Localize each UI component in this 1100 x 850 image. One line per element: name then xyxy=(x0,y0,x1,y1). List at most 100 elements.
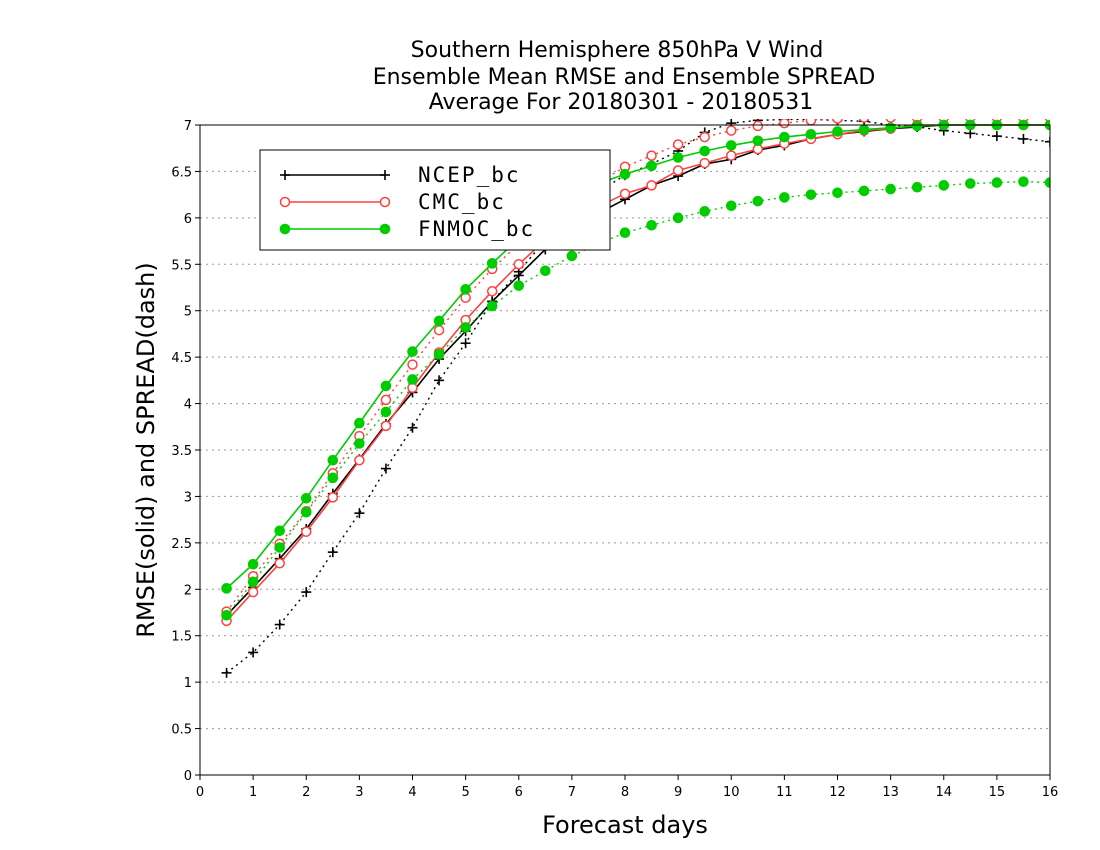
fnmoc-bc-spread-point xyxy=(752,195,764,207)
cmc-bc-spread-point xyxy=(672,139,684,150)
fnmoc-bc-rmse-point xyxy=(805,128,817,140)
fnmoc-bc-spread-point xyxy=(300,506,312,518)
y-tick-label: 7 xyxy=(184,119,192,134)
cmc-bc-spread-point xyxy=(699,131,710,143)
cmc-bc-rmse-point xyxy=(699,157,710,169)
x-tick-label: 6 xyxy=(515,785,523,800)
fnmoc-bc-rmse-point xyxy=(460,284,471,295)
x-tick-label: 4 xyxy=(408,785,416,800)
fnmoc-bc-spread-point xyxy=(486,300,498,312)
y-tick-label: 2.5 xyxy=(171,537,192,552)
fnmoc-bc-spread-point xyxy=(354,438,365,449)
fnmoc-bc-spread-point xyxy=(991,177,1003,188)
fnmoc-bc-spread-point xyxy=(699,206,710,217)
fnmoc-bc-rmse-point xyxy=(858,124,870,135)
ncep-bc-spread-point xyxy=(407,422,418,433)
legend-marker-left xyxy=(279,196,291,208)
fnmoc-bc-rmse-point xyxy=(885,122,896,134)
fnmoc-bc-rmse-point xyxy=(433,315,445,327)
fnmoc-bc-rmse-point xyxy=(380,380,392,392)
fnmoc-bc-spread-point xyxy=(725,200,737,212)
x-tick-label: 14 xyxy=(935,785,952,800)
fnmoc-bc-spread-point xyxy=(221,609,232,621)
cmc-bc-rmse-point xyxy=(513,259,524,270)
y-tick-label: 2 xyxy=(184,583,192,598)
cmc-bc-rmse-point xyxy=(247,586,259,598)
y-tick-label: 6.5 xyxy=(171,165,192,180)
fnmoc-bc-spread-point xyxy=(380,406,392,418)
legend-marker-left xyxy=(280,170,290,180)
fnmoc-bc-spread-point xyxy=(911,181,923,193)
ncep-bc-rmse-point xyxy=(513,270,524,281)
cmc-bc-spread-point xyxy=(885,119,896,123)
legend-box xyxy=(259,149,611,251)
x-tick-label: 13 xyxy=(882,785,899,800)
fnmoc-bc-spread-point xyxy=(540,265,551,277)
fnmoc-bc-spread-point xyxy=(672,212,684,224)
cmc-bc-rmse-point xyxy=(380,420,392,432)
x-tick-label: 10 xyxy=(723,785,740,800)
fnmoc-bc-spread-point xyxy=(1018,176,1029,187)
fnmoc-bc-rmse-point xyxy=(752,135,764,147)
fnmoc-bc-spread-point xyxy=(407,374,418,385)
fnmoc-bc-spread-point xyxy=(646,219,657,231)
title-line-3: Average For 20180301 - 20180531 xyxy=(429,90,814,115)
x-tick-label: 12 xyxy=(829,785,846,800)
cmc-bc-rmse-point xyxy=(354,454,365,466)
fnmoc-bc-rmse-point xyxy=(274,525,285,537)
fnmoc-bc-rmse-point xyxy=(911,120,923,132)
fnmoc-bc-rmse-point xyxy=(699,145,710,157)
x-tick-label: 1 xyxy=(249,785,257,800)
cmc-bc-spread-point xyxy=(433,324,445,336)
legend-entry-ncep-bc: NCEP_bc xyxy=(280,163,519,187)
y-tick-label: 1.5 xyxy=(171,630,192,645)
ncep-bc-spread-point xyxy=(991,131,1002,142)
ncep-bc-spread-point xyxy=(460,338,471,349)
x-tick-label: 3 xyxy=(355,785,363,800)
chart-title: Southern Hemisphere 850hPa V Wind Ensemb… xyxy=(373,38,876,115)
x-tick-label: 5 xyxy=(461,785,469,800)
fnmoc-bc-rmse-point xyxy=(354,417,365,429)
fnmoc-bc-spread-point xyxy=(938,180,950,191)
x-tick-label: 8 xyxy=(621,785,629,800)
cmc-bc-rmse-point xyxy=(619,188,631,199)
ncep-bc-spread-point xyxy=(354,508,365,519)
y-tick-label: 5.5 xyxy=(171,258,192,273)
fnmoc-bc-spread-point xyxy=(566,250,578,262)
fnmoc-bc-rmse-point xyxy=(221,583,232,594)
x-tick-label: 2 xyxy=(302,785,310,800)
ncep-bc-spread-point xyxy=(301,587,312,598)
ncep-bc-spread-point xyxy=(1045,136,1050,147)
legend-label: FNMOC_bc xyxy=(418,217,535,241)
ncep-bc-spread-point xyxy=(274,619,285,630)
ncep-bc-spread-point xyxy=(380,463,391,474)
ncep-bc-spread-point xyxy=(327,547,338,558)
fnmoc-bc-rmse-point xyxy=(486,258,498,269)
x-tick-label: 15 xyxy=(989,785,1006,800)
fnmoc-bc-rmse-point xyxy=(832,126,843,137)
ncep-bc-spread-line xyxy=(226,119,1050,674)
fnmoc-bc-rmse-point xyxy=(407,346,418,357)
ncep-bc-spread-point xyxy=(221,667,232,678)
fnmoc-bc-rmse-point xyxy=(646,160,657,172)
ncep-bc-spread-point xyxy=(248,647,259,658)
fnmoc-bc-spread-point xyxy=(513,280,525,291)
cmc-bc-rmse-point xyxy=(672,165,684,176)
legend: NCEP_bc CMC_bc FNMOC_bc xyxy=(259,149,611,251)
x-tick-label: 7 xyxy=(568,785,576,800)
x-axis-label: Forecast days xyxy=(542,811,708,839)
fnmoc-bc-rmse-point xyxy=(300,492,312,504)
fnmoc-bc-spread-point xyxy=(805,189,817,200)
x-tick-label: 0 xyxy=(196,785,204,800)
x-tick-label: 11 xyxy=(776,785,793,800)
y-tick-label: 3.5 xyxy=(171,444,192,459)
fnmoc-bc-spread-point xyxy=(965,178,976,189)
y-tick-label: 5 xyxy=(184,305,192,320)
legend-marker-right xyxy=(380,170,390,180)
fnmoc-bc-spread-point xyxy=(832,187,843,199)
y-tick-label: 4.5 xyxy=(171,351,192,366)
gridlines xyxy=(200,170,1050,730)
cmc-bc-spread-point xyxy=(646,150,657,161)
y-tick-label: 4 xyxy=(184,398,192,413)
